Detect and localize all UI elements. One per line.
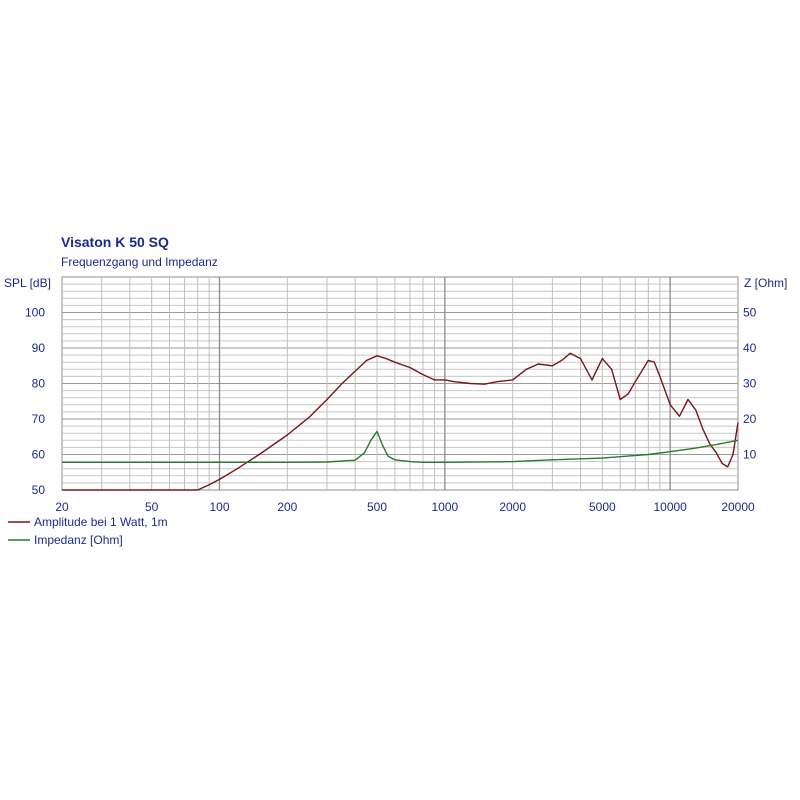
y-tick-label-right: 20 (743, 412, 757, 426)
y-tick-label-right: 30 (743, 377, 757, 391)
series-line-impedance (62, 430, 739, 463)
x-tick-label: 50 (145, 500, 159, 514)
y-tick-label-right: 10 (743, 448, 757, 462)
x-tick-label: 200 (277, 500, 297, 514)
chart-legend: Amplitude bei 1 Watt, 1m Impedanz [Ohm] (8, 515, 168, 547)
y-tick-label-right: 40 (743, 341, 757, 355)
chart-series (62, 352, 739, 491)
x-tick-label: 20000 (721, 500, 755, 514)
y-tick-label-left: 60 (32, 448, 46, 462)
chart-subtitle: Frequenzgang und Impedanz (61, 255, 218, 269)
x-tick-label: 5000 (589, 500, 616, 514)
x-tick-label: 2000 (499, 500, 526, 514)
legend-label-impedance: Impedanz [Ohm] (34, 533, 123, 547)
y-tick-label-right: 50 (743, 306, 757, 320)
x-tick-label: 1000 (431, 500, 458, 514)
series-line-spl (62, 352, 739, 491)
y-tick-label-left: 100 (25, 306, 45, 320)
x-tick-label: 10000 (653, 500, 687, 514)
y-axis-label-left: SPL [dB] (4, 276, 51, 290)
y-tick-label-left: 90 (32, 341, 46, 355)
y-tick-label-left: 70 (32, 412, 46, 426)
y-tick-label-left: 80 (32, 377, 46, 391)
x-tick-label: 20 (55, 500, 69, 514)
x-tick-label: 100 (209, 500, 229, 514)
chart-ticks: 20 50 100 200 500 1000 2000 5000 10000 20000 50 60 7… (25, 306, 757, 515)
y-tick-label-left: 50 (32, 483, 46, 497)
legend-label-spl: Amplitude bei 1 Watt, 1m (34, 515, 168, 529)
x-tick-label: 500 (367, 500, 387, 514)
chart-grid (61, 276, 739, 491)
y-axis-label-right: Z [Ohm] (744, 276, 787, 290)
chart-title: Visaton K 50 SQ (61, 234, 169, 250)
